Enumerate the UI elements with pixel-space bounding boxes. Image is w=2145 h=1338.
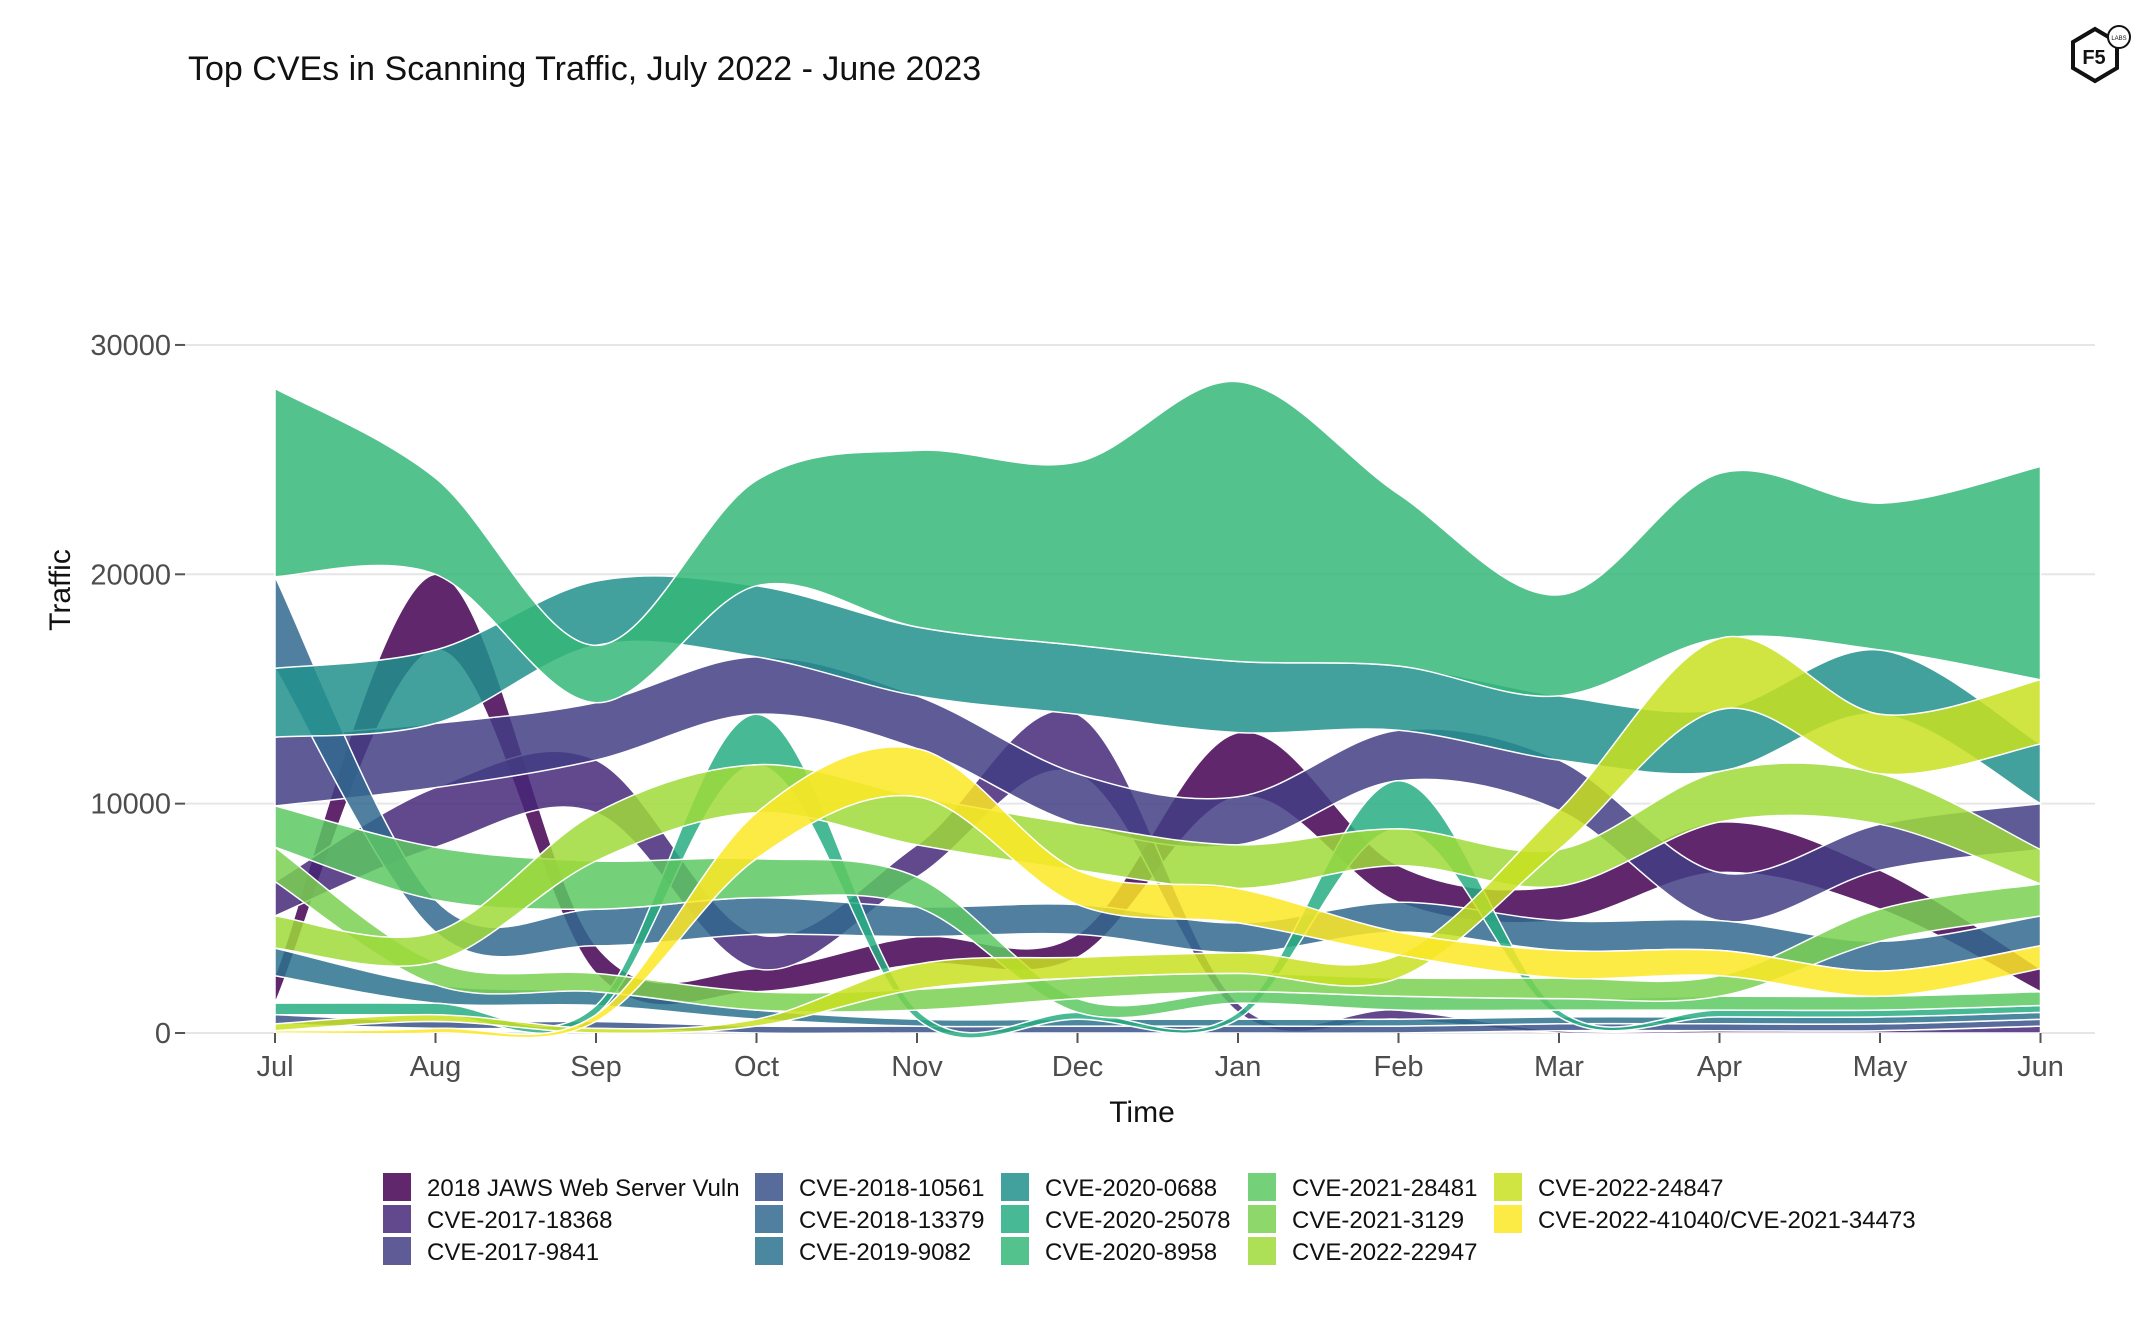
legend-label: CVE-2022-24847: [1538, 1175, 1723, 1202]
logo-subtext: LABS: [2111, 36, 2126, 42]
y-tick-label: 10000: [90, 789, 171, 821]
legend-swatch: [1494, 1205, 1522, 1233]
x-tick-label: Dec: [1052, 1051, 1104, 1083]
y-axis: 0 10000 20000 30000: [90, 330, 185, 1050]
legend-item: CVE-2021-3129: [1248, 1205, 1464, 1234]
legend-item: 2018 JAWS Web Server Vuln: [383, 1173, 740, 1202]
legend-swatch: [755, 1173, 783, 1201]
legend-item: CVE-2022-41040/CVE-2021-34473: [1494, 1205, 1916, 1234]
legend-item: CVE-2022-24847: [1494, 1173, 1723, 1202]
legend-item: CVE-2021-28481: [1248, 1173, 1477, 1202]
legend-item: CVE-2019-9082: [755, 1237, 971, 1266]
x-axis-title: Time: [1109, 1096, 1175, 1129]
legend: 2018 JAWS Web Server Vuln CVE-2017-18368 C…: [383, 1173, 1916, 1266]
legend-item: CVE-2017-18368: [383, 1205, 612, 1234]
x-tick-label: Aug: [410, 1051, 462, 1083]
legend-swatch: [755, 1205, 783, 1233]
y-tick-label: 20000: [90, 559, 171, 591]
legend-swatch: [383, 1237, 411, 1265]
x-tick-label: Mar: [1534, 1051, 1584, 1083]
legend-item: CVE-2018-13379: [755, 1205, 984, 1234]
legend-label: 2018 JAWS Web Server Vuln: [427, 1175, 740, 1202]
legend-label: CVE-2017-9841: [427, 1239, 599, 1266]
stream-band-cve-2022-41040-cve-2021-34473: [274, 746, 2042, 1039]
legend-item: CVE-2020-25078: [1001, 1205, 1230, 1234]
stream-plot: [274, 380, 2042, 1039]
legend-swatch: [383, 1173, 411, 1201]
legend-item: CVE-2018-10561: [755, 1173, 984, 1202]
x-tick-label: Nov: [891, 1051, 943, 1083]
legend-item: CVE-2022-22947: [1248, 1237, 1477, 1266]
x-tick-label: Jan: [1215, 1051, 1262, 1083]
legend-label: CVE-2020-8958: [1045, 1239, 1217, 1266]
legend-label: CVE-2021-28481: [1292, 1175, 1477, 1202]
y-axis-title: Traffic: [44, 549, 77, 631]
legend-swatch: [1001, 1173, 1029, 1201]
stream-band-cve-2020-8958: [274, 380, 2042, 704]
legend-label: CVE-2017-18368: [427, 1207, 612, 1234]
stream-band-cve-2020-0688: [274, 575, 2042, 805]
y-tick-label: 30000: [90, 330, 171, 362]
x-tick-label: Jul: [256, 1051, 293, 1083]
legend-label: CVE-2022-22947: [1292, 1239, 1477, 1266]
y-tick-label: 0: [155, 1018, 171, 1050]
legend-label: CVE-2018-13379: [799, 1207, 984, 1234]
x-tick-label: Apr: [1697, 1051, 1742, 1083]
legend-item: CVE-2020-8958: [1001, 1237, 1217, 1266]
x-axis: Jul Aug Sep Oct Nov Dec Jan Feb Mar Apr May Jun: [256, 1033, 2064, 1083]
chart-title: Top CVEs in Scanning Traffic, July 2022 …: [188, 50, 981, 88]
x-tick-label: May: [1853, 1051, 1908, 1083]
legend-label: CVE-2018-10561: [799, 1175, 984, 1202]
legend-label: CVE-2022-41040/CVE-2021-34473: [1538, 1207, 1916, 1234]
legend-item: CVE-2017-9841: [383, 1237, 599, 1266]
legend-swatch: [383, 1205, 411, 1233]
legend-label: CVE-2021-3129: [1292, 1207, 1464, 1234]
logo-text: F5: [2082, 47, 2105, 69]
legend-item: CVE-2020-0688: [1001, 1173, 1217, 1202]
x-tick-label: Sep: [570, 1051, 622, 1083]
legend-swatch: [1494, 1173, 1522, 1201]
legend-label: CVE-2020-0688: [1045, 1175, 1217, 1202]
legend-label: CVE-2019-9082: [799, 1239, 971, 1266]
x-tick-label: Jun: [2017, 1051, 2064, 1083]
f5-labs-logo: F5 LABS: [2071, 25, 2131, 84]
legend-swatch: [755, 1237, 783, 1265]
legend-label: CVE-2020-25078: [1045, 1207, 1230, 1234]
legend-swatch: [1248, 1237, 1276, 1265]
x-tick-label: Oct: [734, 1051, 779, 1083]
x-tick-label: Feb: [1374, 1051, 1424, 1083]
legend-swatch: [1001, 1237, 1029, 1265]
legend-swatch: [1001, 1205, 1029, 1233]
stream-band-cve-2022-24847: [274, 635, 2042, 1035]
legend-swatch: [1248, 1173, 1276, 1201]
legend-swatch: [1248, 1205, 1276, 1233]
